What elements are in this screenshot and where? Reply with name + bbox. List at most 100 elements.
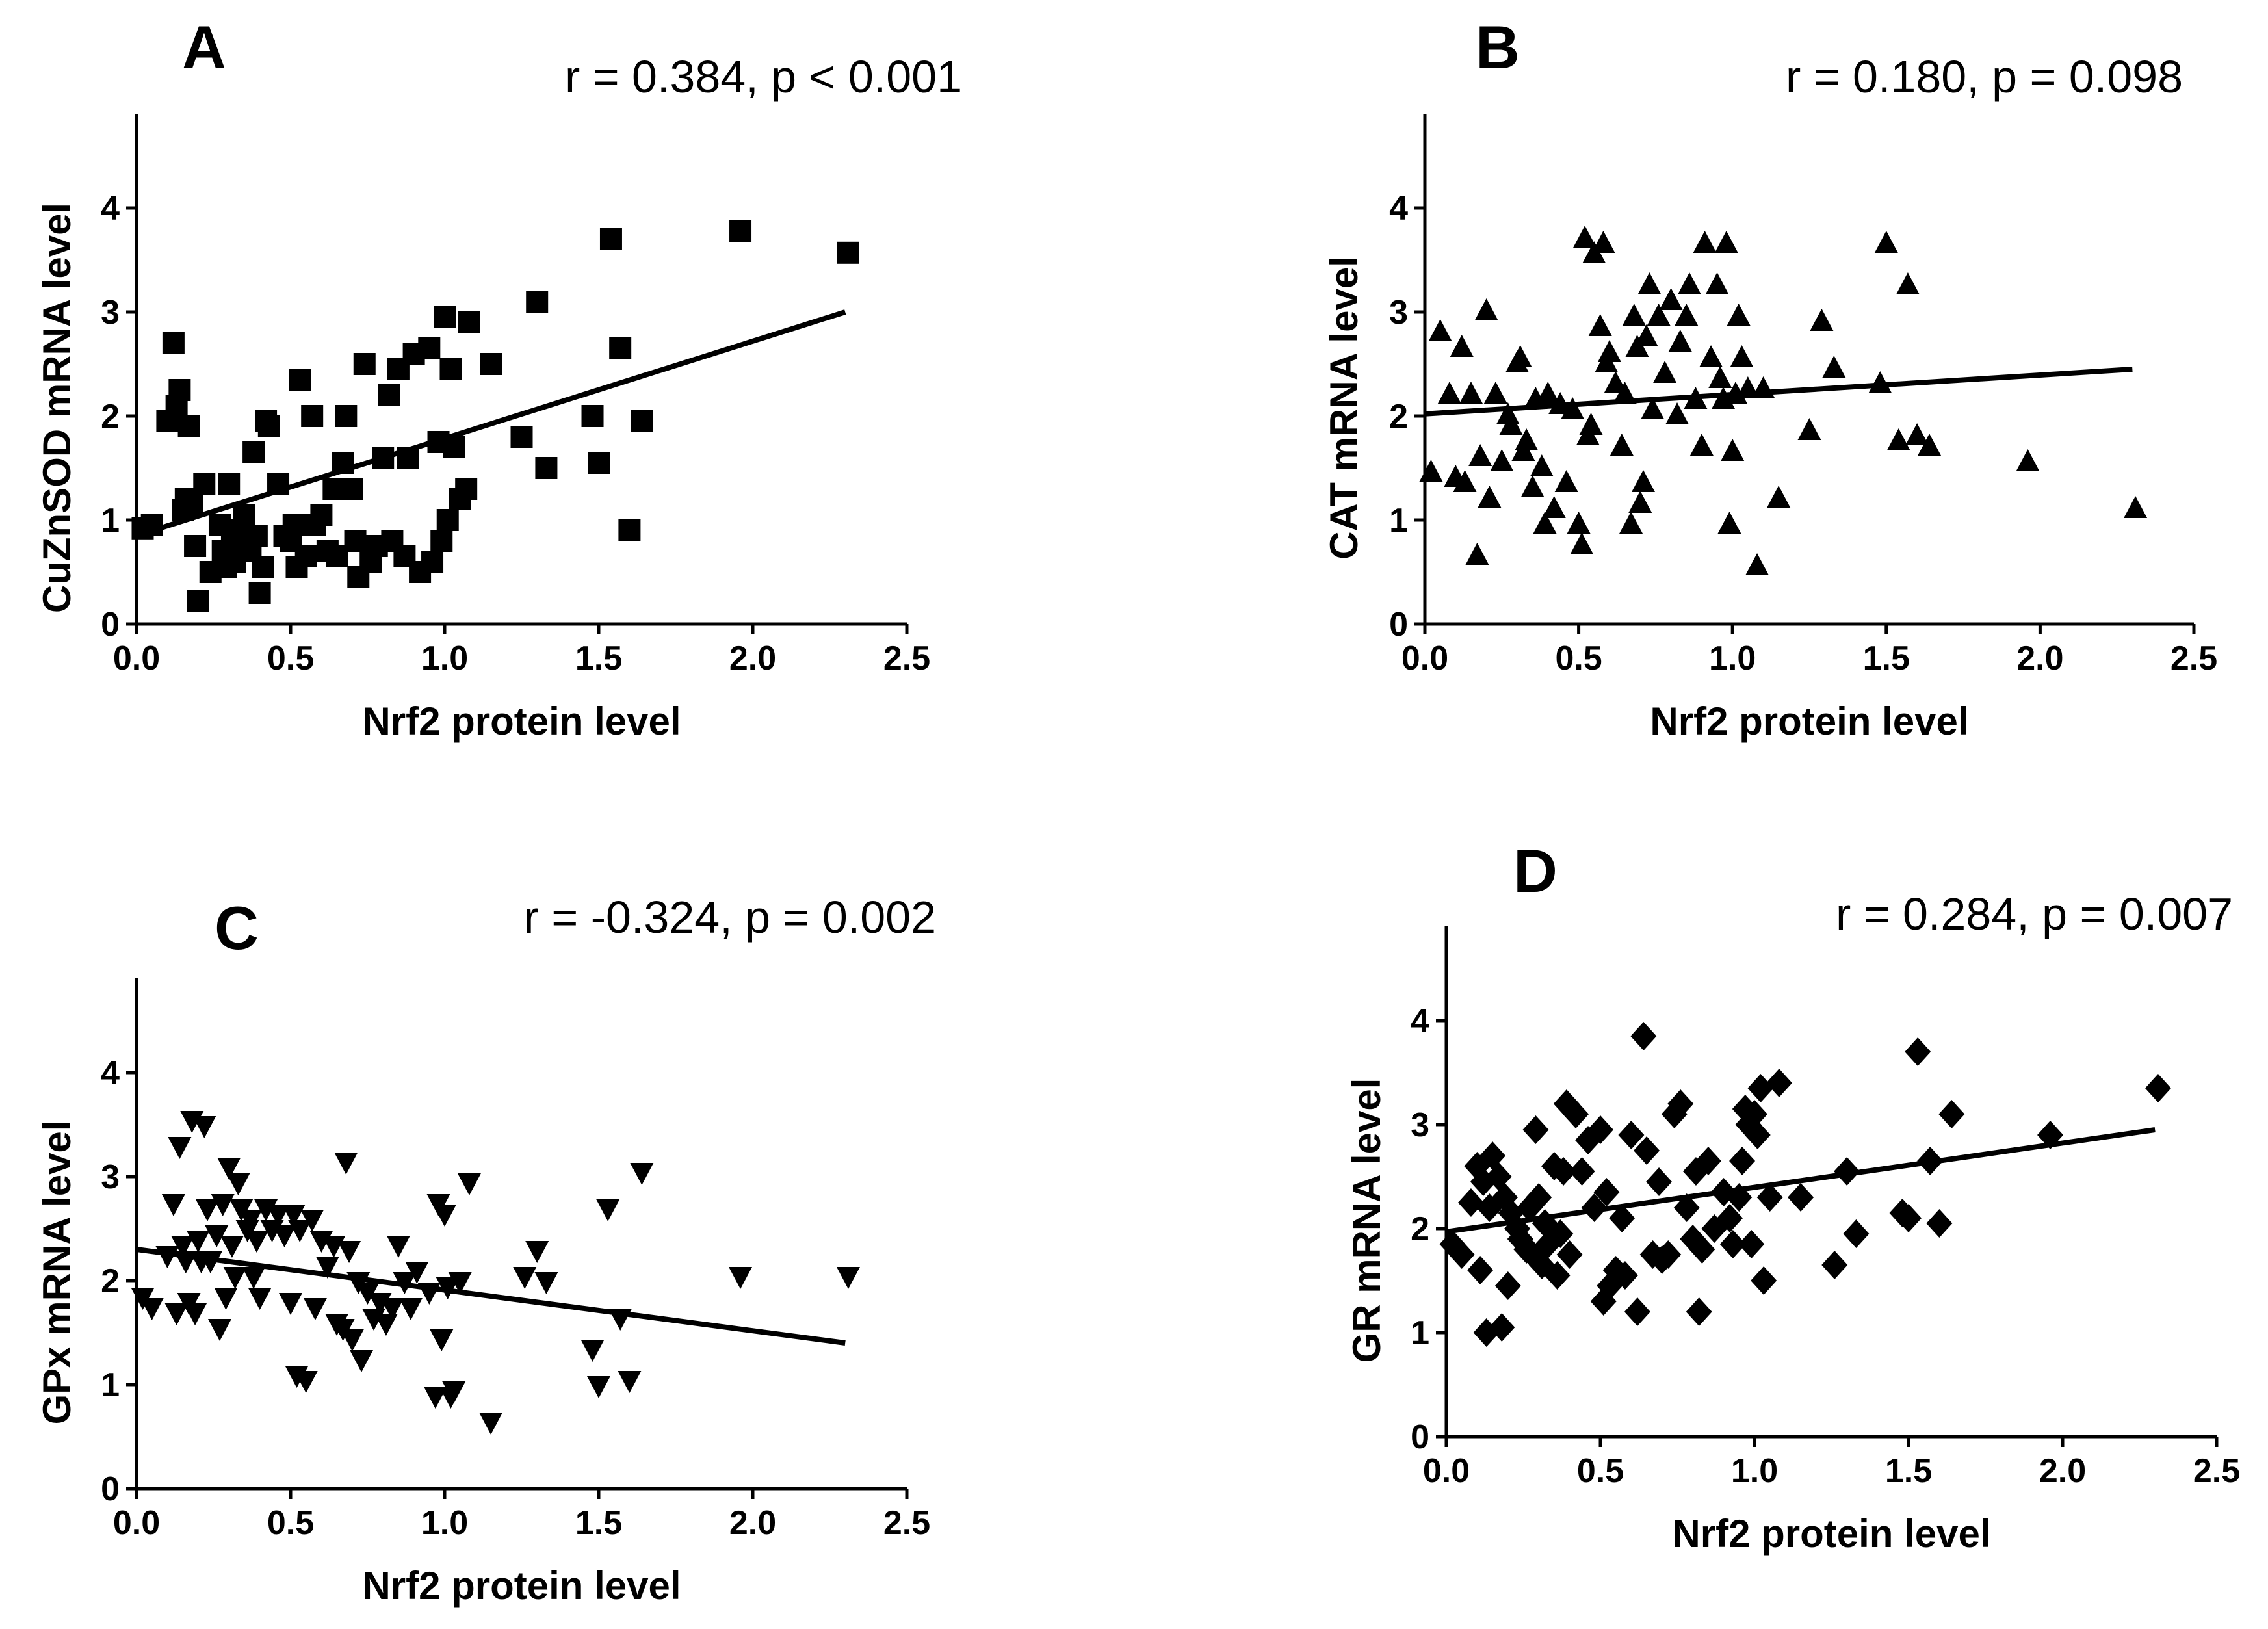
panel-a-data-point — [729, 220, 752, 242]
panel-d-data-point — [1646, 1167, 1673, 1196]
panel-c-stat-annotation: r = -0.324, p = 0.002 — [524, 892, 936, 943]
panel-b-data-point — [1597, 340, 1621, 362]
panel-a-data-point — [301, 405, 324, 427]
panel-d-data-point — [1667, 1089, 1694, 1118]
panel-d-data-point — [1489, 1313, 1515, 1342]
panel-b-data-point — [1628, 491, 1652, 513]
panel-c-data-point — [207, 1319, 231, 1341]
panel-a-data-point — [599, 228, 622, 250]
panel-c-data-point — [479, 1413, 503, 1435]
panel-b-x-axis-title: Nrf2 protein level — [1650, 699, 1968, 743]
panel-d-data-point — [1738, 1230, 1765, 1258]
panel-d-x-tick-label: 1.5 — [1885, 1452, 1932, 1490]
panel-b-y-tick-label: 0 — [1389, 606, 1408, 644]
panel-c-data-point — [350, 1350, 374, 1372]
panel-b-data-point — [1767, 486, 1791, 508]
panel-c-data-point — [430, 1329, 454, 1351]
panel-b-data-point — [1613, 382, 1637, 404]
panel-a-x-tick-label: 1.5 — [575, 640, 622, 677]
panel-b-regression-line — [1424, 367, 2133, 417]
panel-b-data-point — [1675, 304, 1699, 326]
panel-d-x-tick-label: 0.0 — [1423, 1452, 1470, 1490]
panel-b-x-tick-label: 1.0 — [1709, 640, 1756, 677]
panel-c-x-tick-label: 1.5 — [575, 1504, 622, 1542]
panel-b-x-tick-label: 1.5 — [1863, 640, 1910, 677]
panel-a-data-point — [248, 582, 271, 604]
panel-c-x-tick-label: 1.0 — [421, 1504, 468, 1542]
panel-c-data-point — [433, 1205, 456, 1227]
panel-a-data-point — [193, 473, 216, 495]
panel-c-data-point — [340, 1329, 364, 1351]
panel-b-data-point — [1708, 366, 1732, 388]
panel-a-x-tick-label: 2.5 — [883, 640, 930, 677]
panel-b-data-point — [1536, 382, 1560, 404]
panel-d-y-tick-label: 2 — [1411, 1210, 1429, 1248]
panel-c-data-point — [281, 1205, 306, 1227]
panel-a-data-point — [252, 556, 274, 578]
panel-c-data-point — [337, 1241, 361, 1263]
panel-c-data-point — [239, 1210, 263, 1232]
panel-d-data-point — [1689, 1235, 1715, 1264]
panel-b-data-point — [1705, 272, 1729, 294]
panel-a-data-point — [181, 493, 203, 515]
panel-b-data-point — [1533, 512, 1557, 534]
panel-c-data-point — [580, 1340, 605, 1362]
panel-c-data-point — [587, 1376, 610, 1398]
panel-c-regression-line — [136, 1247, 846, 1346]
panel-d-data-point — [1563, 1100, 1589, 1128]
panel-c-y-tick-label: 2 — [101, 1262, 120, 1300]
panel-a-data-point — [289, 369, 311, 391]
panel-a-data-point — [510, 426, 533, 448]
panel-d-data-point — [1744, 1121, 1771, 1149]
panel-c-data-point — [525, 1241, 549, 1263]
panel-a-data-point — [168, 379, 191, 401]
panel-b: 0.0 0.5 1.0 1.5 2.0 2.5 0 1 2 3 4 Nrf2 protein leve… — [1322, 13, 2217, 743]
panel-c-data-point — [226, 1173, 250, 1195]
panel-d-data-point — [1630, 1022, 1657, 1050]
panel-d-x-tick-label: 2.5 — [2193, 1452, 2240, 1490]
panel-c-data-point — [164, 1303, 189, 1325]
panel-c-data-point — [356, 1283, 380, 1305]
panel-a-x-tick-label: 0.5 — [267, 640, 314, 677]
panel-c-data-point — [217, 1158, 241, 1180]
panel-b-stat-annotation: r = 0.180, p = 0.098 — [1786, 51, 2183, 102]
panel-c-data-point — [248, 1288, 272, 1310]
panel-b-data-point — [1567, 512, 1591, 534]
panel-a-data-point — [609, 337, 632, 359]
panel-b-letter: B — [1476, 13, 1520, 81]
panel-c-data-point — [303, 1298, 327, 1320]
panel-c-data-point — [405, 1262, 429, 1284]
panel-a-x-tick-label: 0.0 — [113, 640, 160, 677]
panel-b-data-point — [1530, 454, 1554, 476]
panel-c-data-point — [423, 1387, 447, 1409]
panel-d-data-point — [1751, 1266, 1777, 1295]
panel-a-y-tick-label: 0 — [101, 606, 120, 644]
panel-b-y-axis-title: CAT mRNA level — [1322, 256, 1366, 560]
panel-a-data-point — [218, 473, 241, 495]
panel-d-data-point — [1634, 1136, 1660, 1165]
panel-c-data-point — [300, 1210, 324, 1232]
panel-d-data-point — [1747, 1074, 1774, 1102]
panel-a-y-tick-label: 1 — [101, 502, 120, 540]
panel-b-data-point — [1483, 382, 1507, 404]
panel-b-data-point — [1570, 532, 1594, 554]
panel-d-data-point — [1896, 1204, 1922, 1232]
panel-d-data-point — [1843, 1219, 1870, 1248]
panel-b-data-point — [1905, 423, 1929, 445]
panel-d-y-tick-label: 3 — [1411, 1106, 1429, 1144]
panel-a-data-point — [187, 590, 209, 612]
panel-b-data-point — [1468, 444, 1492, 466]
panel-a-y-tick-label: 2 — [101, 398, 120, 436]
panel-b-data-point — [1918, 434, 1942, 456]
panel-d-x-tick-label: 2.0 — [2039, 1452, 2086, 1490]
panel-b-data-point — [1588, 314, 1612, 336]
panel-a-data-point — [344, 530, 367, 552]
panel-b-data-point — [1622, 304, 1646, 326]
panel-a-data-point — [162, 332, 185, 354]
panel-c-data-point — [272, 1225, 296, 1247]
panel-b-data-point — [1714, 231, 1738, 253]
panel-d-data-point — [1618, 1121, 1645, 1149]
panel-c-data-point — [186, 1231, 210, 1253]
panel-b-data-point — [1665, 402, 1689, 424]
